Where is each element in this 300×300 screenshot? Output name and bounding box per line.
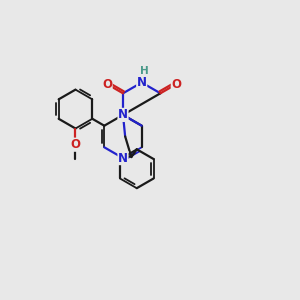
Text: N: N [118, 152, 128, 165]
Text: O: O [102, 78, 112, 91]
Text: O: O [171, 78, 181, 91]
Text: H: H [140, 66, 148, 76]
Text: N: N [137, 76, 147, 89]
Text: N: N [118, 108, 128, 122]
Text: O: O [70, 138, 80, 151]
